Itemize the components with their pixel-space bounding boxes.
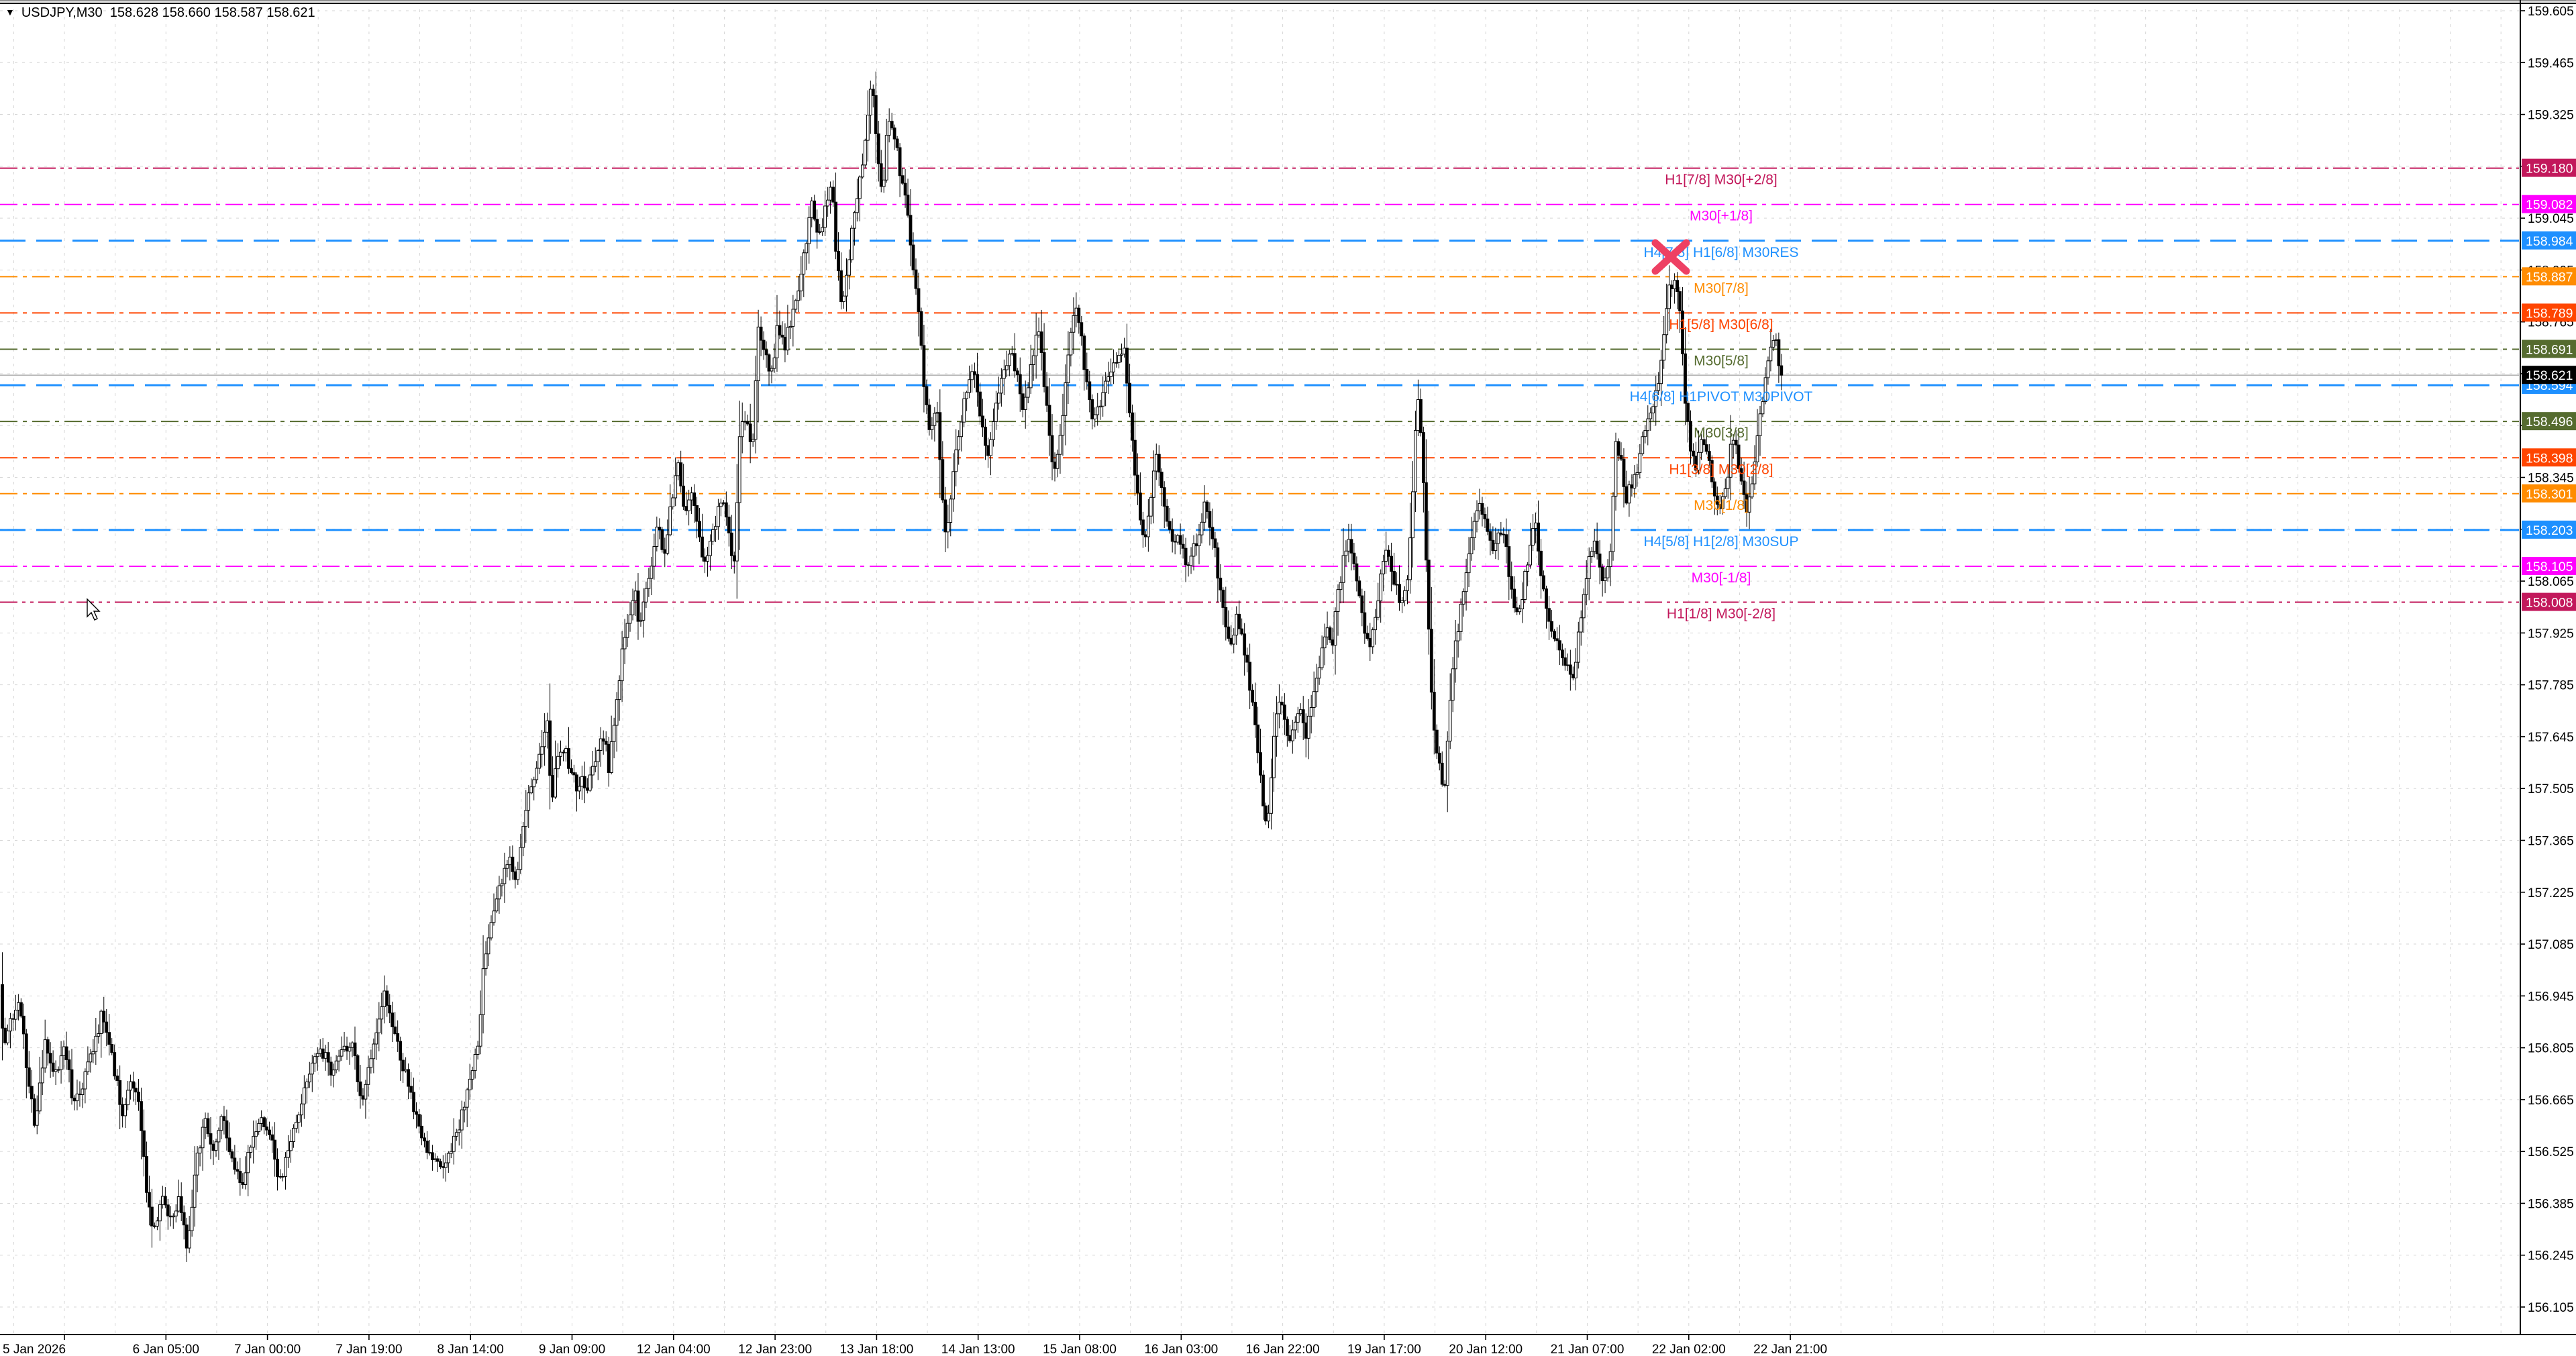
time-axis-label: 12 Jan 23:00 (738, 1343, 812, 1356)
price-axis-label: 157.645 (2528, 731, 2574, 745)
murray-level-label: H4[5/8] H1[2/8] M30SUP (1643, 534, 1798, 550)
level-price-badge-text: 159.180 (2526, 162, 2573, 176)
price-axis-label: 156.525 (2528, 1145, 2574, 1159)
level-price-badge-text: 158.398 (2526, 451, 2573, 466)
symbol-dropdown-icon[interactable]: ▼ (5, 7, 15, 17)
murray-level-label: H1[1/8] M30[-2/8] (1667, 607, 1775, 622)
price-axis-label: 159.605 (2528, 5, 2574, 19)
level-price-badge (2522, 520, 2576, 539)
price-axis-label: 159.325 (2528, 109, 2574, 123)
time-axis-label: 14 Jan 13:00 (941, 1343, 1015, 1356)
price-axis-label: 158.345 (2528, 472, 2574, 486)
time-axis-label: 19 Jan 17:00 (1347, 1343, 1421, 1356)
time-axis-label: 20 Jan 12:00 (1449, 1343, 1523, 1356)
price-axis-label: 158.065 (2528, 575, 2574, 589)
murray-level-label: M30[7/8] (1694, 280, 1749, 296)
level-price-badge (2522, 303, 2576, 322)
level-price-badge-text: 159.082 (2526, 198, 2573, 213)
level-price-badge (2522, 267, 2576, 286)
time-axis-label: 16 Jan 03:00 (1144, 1343, 1218, 1356)
murray-level-label: H1[7/8] M30[+2/8] (1665, 172, 1778, 188)
window-border (0, 0, 2576, 1)
murray-level-label: M30[5/8] (1694, 354, 1749, 369)
murray-level-label: M30[+1/8] (1690, 209, 1753, 224)
time-axis-label: 16 Jan 22:00 (1246, 1343, 1320, 1356)
level-price-badge-text: 158.496 (2526, 415, 2573, 429)
level-price-badge (2522, 557, 2576, 575)
price-axis-label: 159.045 (2528, 212, 2574, 226)
murray-level-label: H4[6/8] H1PIVOT M30PIVOT (1630, 389, 1813, 405)
time-axis-label: 15 Jan 08:00 (1043, 1343, 1117, 1356)
murray-level-label: M30[-1/8] (1692, 570, 1751, 586)
level-price-badge-text: 158.203 (2526, 523, 2573, 538)
time-axis-label: 21 Jan 07:00 (1551, 1343, 1625, 1356)
price-axis-label: 157.085 (2528, 938, 2574, 952)
level-price-badge-text: 158.105 (2526, 560, 2573, 574)
time-axis-label: 12 Jan 04:00 (637, 1343, 711, 1356)
ohlc-values: 158.628 158.660 158.587 158.621 (109, 5, 315, 20)
price-axis-label: 156.945 (2528, 990, 2574, 1004)
window-border-light (0, 1, 2576, 3)
price-axis-label: 156.805 (2528, 1042, 2574, 1056)
chart-ohlc-info: ▼ USDJPY,M30 158.628 158.660 158.587 158.… (5, 5, 315, 21)
time-axis-label: 7 Jan 19:00 (336, 1343, 402, 1356)
time-axis-label: 13 Jan 18:00 (839, 1343, 913, 1356)
price-axis-label: 157.925 (2528, 627, 2574, 641)
level-price-badge (2522, 340, 2576, 358)
level-price-badge-text: 158.984 (2526, 234, 2573, 249)
murray-level-label: H1[3/8] M30[2/8] (1669, 462, 1773, 477)
price-axis-label: 159.465 (2528, 56, 2574, 70)
level-price-badge-text: 158.789 (2526, 306, 2573, 321)
symbol-timeframe-label: USDJPY,M30 (21, 5, 103, 20)
price-axis-label: 157.365 (2528, 834, 2574, 848)
time-axis-label: 8 Jan 14:00 (437, 1343, 504, 1356)
level-price-badge-text: 158.691 (2526, 343, 2573, 358)
level-price-badge (2522, 412, 2576, 431)
time-axis-label: 9 Jan 09:00 (539, 1343, 605, 1356)
price-axis-label: 156.665 (2528, 1094, 2574, 1108)
price-axis-label: 156.245 (2528, 1249, 2574, 1263)
price-axis-label: 156.105 (2528, 1301, 2574, 1315)
time-axis-label: 6 Jan 05:00 (133, 1343, 199, 1356)
mouse-cursor (87, 598, 101, 621)
price-axis-label: 157.225 (2528, 886, 2574, 900)
price-axis-label: 157.785 (2528, 679, 2574, 693)
level-price-badge-text: 158.887 (2526, 270, 2573, 284)
time-axis-label: 22 Jan 21:00 (1753, 1343, 1827, 1356)
level-price-badge (2522, 484, 2576, 503)
time-axis-label: 22 Jan 02:00 (1652, 1343, 1726, 1356)
x-cross-mark[interactable] (1651, 239, 1690, 275)
candlestick-series[interactable] (1, 71, 1784, 1262)
time-axis-label: 5 Jan 2026 (3, 1343, 66, 1356)
level-price-badge (2522, 592, 2576, 611)
level-price-badge (2522, 448, 2576, 467)
level-price-badge-text: 158.008 (2526, 596, 2573, 611)
level-price-badge-text: 158.301 (2526, 487, 2573, 502)
price-axis-label: 156.385 (2528, 1197, 2574, 1211)
current-price-badge (2522, 366, 2576, 384)
murray-level-label: M30[1/8] (1694, 498, 1749, 513)
current-price-badge-text: 158.621 (2526, 368, 2573, 383)
level-price-badge (2522, 158, 2576, 177)
price-axis-label: 157.505 (2528, 782, 2574, 796)
murray-level-label: M30[3/8] (1694, 425, 1749, 441)
chart-top-border (0, 3, 2576, 4)
level-price-badge (2522, 195, 2576, 213)
level-price-badge (2522, 231, 2576, 250)
murray-level-label: H1[5/8] M30[6/8] (1669, 317, 1773, 332)
time-axis-label: 7 Jan 00:00 (234, 1343, 301, 1356)
